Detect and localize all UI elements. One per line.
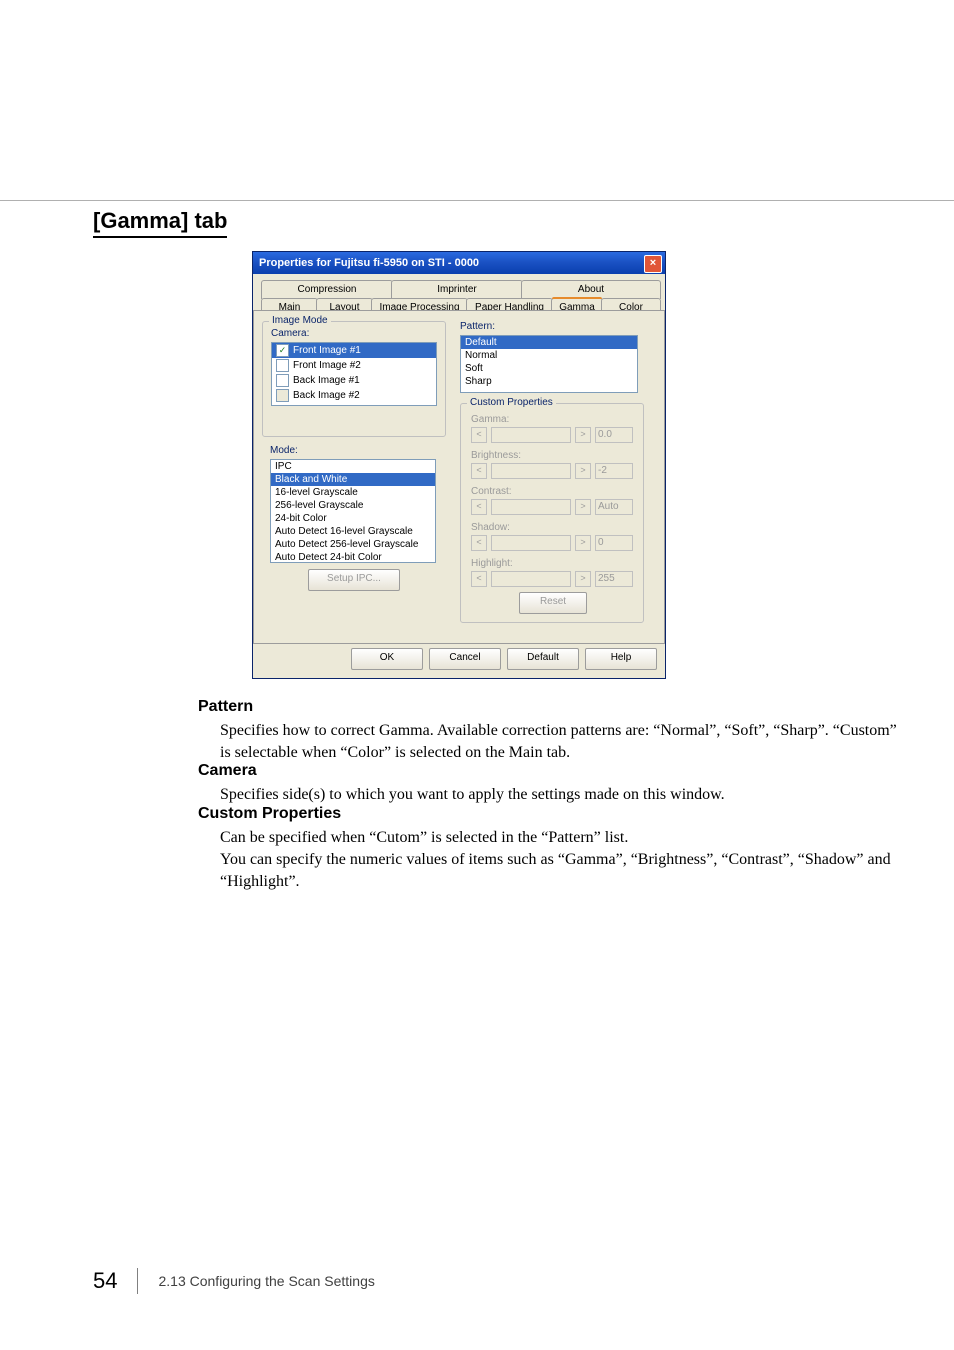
checkbox-icon[interactable] xyxy=(276,374,289,387)
mode-item[interactable]: Auto Detect 24-bit Color xyxy=(271,551,435,563)
slider-track[interactable] xyxy=(491,535,571,551)
mode-label: Mode: xyxy=(270,445,298,456)
default-button[interactable]: Default xyxy=(507,648,579,670)
slider-value: 255 xyxy=(595,571,633,587)
pattern-item[interactable]: Normal xyxy=(461,349,637,362)
doc-section: Pattern Specifies how to correct Gamma. A… xyxy=(198,698,898,764)
camera-listbox[interactable]: ✓ Front Image #1 Front Image #2 Back Image … xyxy=(271,342,437,406)
slider-increment-button[interactable]: > xyxy=(575,499,591,515)
slider-label: Brightness: xyxy=(471,450,633,461)
doc-section-title: Custom Properties xyxy=(198,805,898,823)
slider-decrement-button[interactable]: < xyxy=(471,535,487,551)
mode-item[interactable]: 24-bit Color xyxy=(271,512,435,525)
custom-properties-title: Custom Properties xyxy=(467,397,556,408)
help-button[interactable]: Help xyxy=(585,648,657,670)
slider-decrement-button[interactable]: < xyxy=(471,499,487,515)
section-heading: [Gamma] tab xyxy=(93,208,227,238)
slider-decrement-button[interactable]: < xyxy=(471,463,487,479)
camera-label: Camera: xyxy=(271,328,309,339)
checkbox-icon[interactable] xyxy=(276,359,289,372)
tab-pane: Image Mode Camera: ✓ Front Image #1 Front … xyxy=(253,310,665,644)
dialog-titlebar: Properties for Fujitsu fi-5950 on STI - … xyxy=(253,252,665,274)
doc-section: Custom Properties Can be specified when “… xyxy=(198,805,898,893)
slider-gamma: Gamma: < >0.0 xyxy=(471,414,633,444)
slider-track[interactable] xyxy=(491,499,571,515)
slider-value: Auto xyxy=(595,499,633,515)
slider-contrast: Contrast: < >Auto xyxy=(471,486,633,516)
page-top-rule xyxy=(0,200,954,201)
pattern-listbox[interactable]: DefaultNormalSoftSharp xyxy=(460,335,638,393)
mode-item[interactable]: IPC xyxy=(271,460,435,473)
mode-item[interactable]: 256-level Grayscale xyxy=(271,499,435,512)
checkbox-icon[interactable] xyxy=(276,389,289,402)
mode-item[interactable]: Auto Detect 16-level Grayscale xyxy=(271,525,435,538)
slider-value: 0.0 xyxy=(595,427,633,443)
doc-section-body: Specifies side(s) to which you want to a… xyxy=(220,784,898,806)
doc-section-body: Specifies how to correct Gamma. Availabl… xyxy=(220,720,898,764)
doc-section-title: Pattern xyxy=(198,698,898,716)
camera-item-label: Back Image #1 xyxy=(293,375,360,386)
image-mode-title: Image Mode xyxy=(269,315,331,326)
slider-shadow: Shadow: < >0 xyxy=(471,522,633,552)
slider-increment-button[interactable]: > xyxy=(575,535,591,551)
camera-item-label: Front Image #1 xyxy=(293,345,361,356)
reset-button[interactable]: Reset xyxy=(519,592,587,614)
mode-listbox[interactable]: IPCBlack and White16-level Grayscale256-… xyxy=(270,459,436,563)
cancel-button[interactable]: Cancel xyxy=(429,648,501,670)
page-number: 54 xyxy=(93,1268,137,1294)
dialog-body: CompressionImprinterAboutMainLayoutImage… xyxy=(253,274,665,678)
slider-highlight: Highlight: < >255 xyxy=(471,558,633,588)
slider-increment-button[interactable]: > xyxy=(575,463,591,479)
pattern-label: Pattern: xyxy=(460,321,495,332)
slider-track[interactable] xyxy=(491,463,571,479)
slider-brightness: Brightness: < >-2 xyxy=(471,450,633,480)
camera-item[interactable]: Back Image #2 xyxy=(272,388,436,403)
checkbox-icon[interactable]: ✓ xyxy=(276,344,289,357)
footer-separator xyxy=(137,1268,138,1294)
dialog-actions: OK Cancel Default Help xyxy=(261,648,657,670)
camera-item[interactable]: Front Image #2 xyxy=(272,358,436,373)
slider-decrement-button[interactable]: < xyxy=(471,427,487,443)
ok-button[interactable]: OK xyxy=(351,648,423,670)
slider-increment-button[interactable]: > xyxy=(575,571,591,587)
slider-track[interactable] xyxy=(491,427,571,443)
camera-item-label: Front Image #2 xyxy=(293,360,361,371)
pattern-item[interactable]: Default xyxy=(461,336,637,349)
chapter-title: 2.13 Configuring the Scan Settings xyxy=(158,1273,374,1289)
camera-item[interactable]: ✓ Front Image #1 xyxy=(272,343,436,358)
setup-ipc-button[interactable]: Setup IPC... xyxy=(308,569,400,591)
slider-value: 0 xyxy=(595,535,633,551)
page-footer: 54 2.13 Configuring the Scan Settings xyxy=(93,1268,375,1294)
close-icon[interactable]: × xyxy=(644,255,662,273)
slider-label: Shadow: xyxy=(471,522,633,533)
properties-dialog: Properties for Fujitsu fi-5950 on STI - … xyxy=(252,251,666,679)
slider-label: Highlight: xyxy=(471,558,633,569)
slider-decrement-button[interactable]: < xyxy=(471,571,487,587)
slider-label: Contrast: xyxy=(471,486,633,497)
doc-section: Camera Specifies side(s) to which you wan… xyxy=(198,762,898,806)
slider-value: -2 xyxy=(595,463,633,479)
doc-section-title: Camera xyxy=(198,762,898,780)
doc-section-body: Can be specified when “Cutom” is selecte… xyxy=(220,827,898,893)
custom-properties-group: Custom Properties Reset Gamma:<>0.0Brigh… xyxy=(460,403,644,623)
pattern-item[interactable]: Soft xyxy=(461,362,637,375)
image-mode-group: Image Mode Camera: ✓Front Image #1Front … xyxy=(262,321,446,437)
mode-item[interactable]: Black and White xyxy=(271,473,435,486)
pattern-item[interactable]: Sharp xyxy=(461,375,637,388)
dialog-title: Properties for Fujitsu fi-5950 on STI - … xyxy=(259,257,479,269)
slider-label: Gamma: xyxy=(471,414,633,425)
mode-item[interactable]: 16-level Grayscale xyxy=(271,486,435,499)
slider-increment-button[interactable]: > xyxy=(575,427,591,443)
tab-imprinter[interactable]: Imprinter xyxy=(391,280,523,299)
camera-item-label: Back Image #2 xyxy=(293,390,360,401)
mode-item[interactable]: Auto Detect 256-level Grayscale xyxy=(271,538,435,551)
slider-track[interactable] xyxy=(491,571,571,587)
camera-item[interactable]: Back Image #1 xyxy=(272,373,436,388)
tab-compression[interactable]: Compression xyxy=(261,280,393,299)
